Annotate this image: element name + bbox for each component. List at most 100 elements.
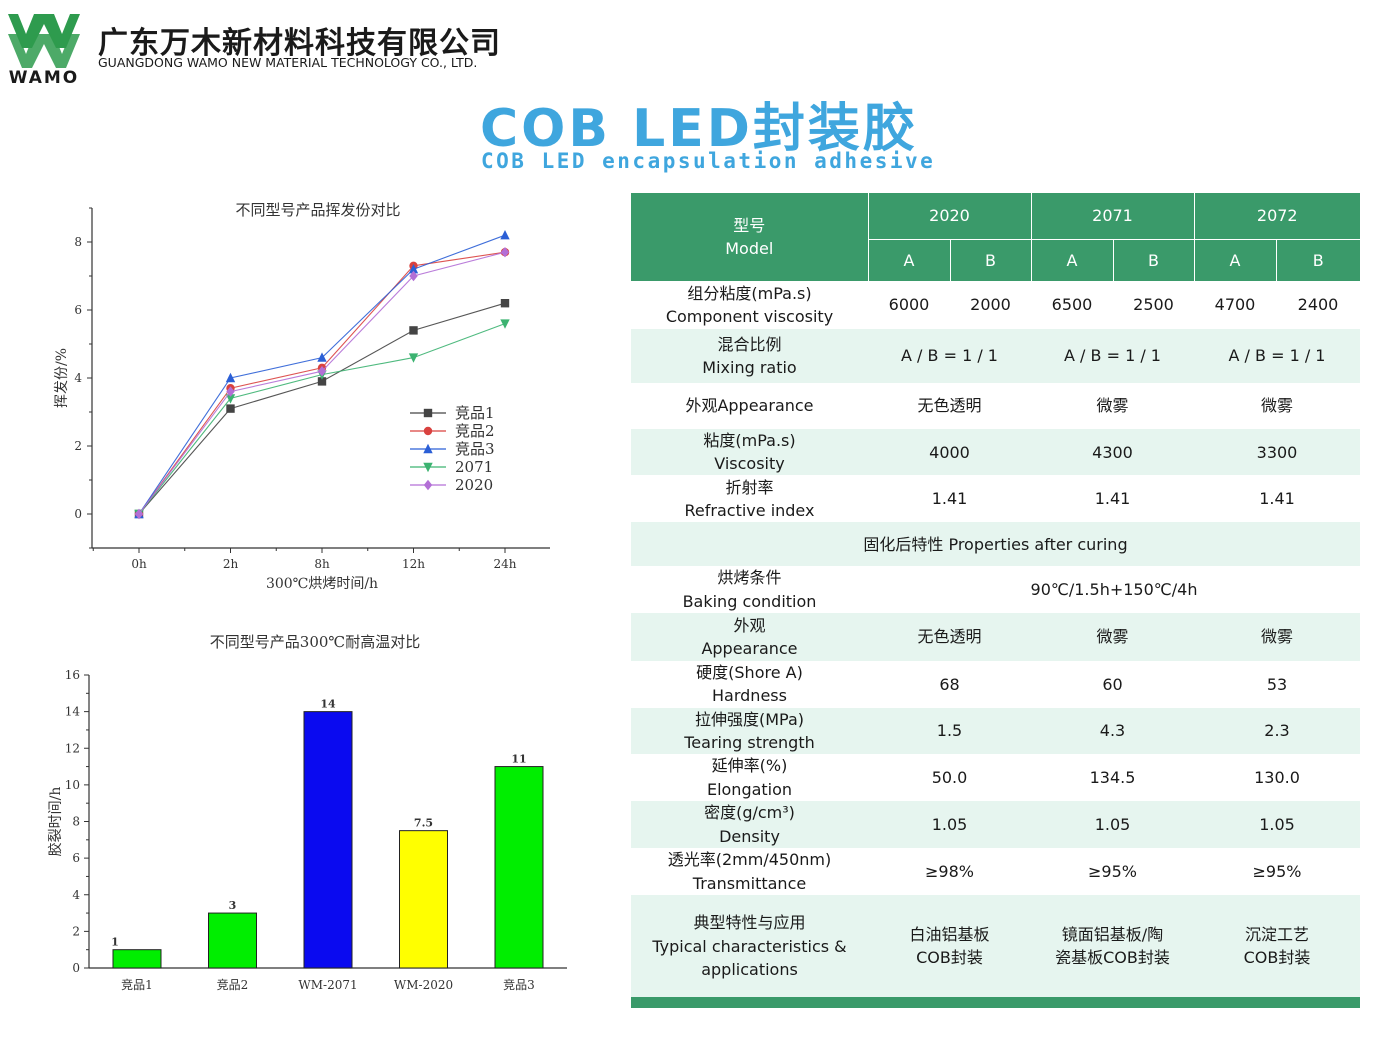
legend-label: 竞品2 bbox=[455, 422, 495, 440]
table-cell: 6500 bbox=[1031, 281, 1113, 329]
legend-marker bbox=[423, 426, 433, 436]
table-cell: 微雾 bbox=[1194, 612, 1360, 661]
y-tick-label: 8 bbox=[72, 815, 80, 829]
table-cell: 4.3 bbox=[1031, 707, 1194, 755]
row-label-en: Transmittance bbox=[692, 873, 807, 893]
chart-title: 不同型号产品挥发份对比 bbox=[235, 201, 400, 219]
legend-label: 2071 bbox=[455, 458, 493, 476]
y-tick-label: 16 bbox=[65, 668, 80, 682]
row-label-en: Tearing strength bbox=[684, 732, 815, 752]
bar-value-label: 11 bbox=[511, 753, 526, 766]
model-header-cn: 型号 bbox=[733, 215, 766, 235]
application-line: 白油铝基板 bbox=[909, 924, 990, 944]
x-tick-label: WM-2020 bbox=[394, 978, 453, 992]
data-point bbox=[500, 230, 510, 240]
table-cell: ≥95% bbox=[1031, 848, 1194, 896]
bar-value-label: 1 bbox=[111, 936, 119, 949]
section-label: 固化后特性 Properties after curing bbox=[631, 522, 1360, 567]
page-title: COB LED封装胶 bbox=[480, 99, 918, 159]
chart-title: 不同型号产品300℃耐高温对比 bbox=[210, 633, 420, 651]
table-cell: 1.41 bbox=[1031, 475, 1194, 523]
row-label: 折射率 Refractive index bbox=[631, 475, 868, 523]
table-cell: 53 bbox=[1194, 660, 1360, 708]
part-header: B bbox=[1112, 238, 1194, 281]
part-header: B bbox=[949, 238, 1031, 281]
model-2071-header: 2071 bbox=[1030, 193, 1194, 239]
bar-value-label: 7.5 bbox=[414, 817, 433, 830]
row-label: 拉伸强度(MPa) Tearing strength bbox=[631, 707, 868, 755]
table-row: 延伸率(%) Elongation 50.0 134.5 130.0 bbox=[631, 754, 1360, 802]
logo-wordmark: WAMO bbox=[8, 68, 80, 88]
y-tick-label: 12 bbox=[65, 741, 80, 755]
table-row: 烘烤条件 Baking condition 90℃/1.5h+150℃/4h bbox=[631, 566, 1360, 613]
row-label-cn: 混合比例 bbox=[717, 334, 782, 354]
table-cell: 2000 bbox=[950, 281, 1031, 329]
y-axis-label: 挥发份/% bbox=[54, 348, 70, 408]
table-row: 硬度(Shore A) Hardness 68 60 53 bbox=[631, 660, 1360, 708]
row-label-cn: 烘烤条件 bbox=[717, 568, 782, 588]
table-row: 外观 Appearance 无色透明 微雾 微雾 bbox=[631, 612, 1360, 661]
y-tick-label: 2 bbox=[72, 924, 80, 938]
row-label-en: Appearance bbox=[701, 638, 798, 658]
wamo-logo-icon bbox=[8, 14, 80, 68]
table-cell: 60 bbox=[1031, 660, 1194, 708]
series-line-2071 bbox=[138, 323, 506, 515]
x-axis-label: 300℃烘烤时间/h bbox=[266, 576, 378, 592]
row-label: 混合比例 Mixing ratio bbox=[631, 329, 868, 383]
row-label-cn: 外观Appearance bbox=[685, 396, 814, 416]
bar-value-label: 3 bbox=[229, 899, 237, 912]
x-tick-label: 24h bbox=[494, 557, 517, 571]
table-cell: 1.41 bbox=[868, 475, 1031, 523]
data-point bbox=[225, 394, 236, 404]
bar-WM-2020 bbox=[399, 830, 448, 969]
table-cell: 1.41 bbox=[1194, 475, 1360, 523]
data-point bbox=[317, 377, 327, 386]
data-point bbox=[409, 326, 418, 335]
data-point bbox=[317, 352, 327, 362]
application-line: 沉淀工艺 bbox=[1244, 924, 1309, 944]
part-header: A bbox=[867, 238, 950, 281]
row-label-cn: 硬度(Shore A) bbox=[696, 663, 803, 683]
table-cell: 微雾 bbox=[1194, 383, 1360, 429]
table-cell: 镜面铝基板/陶 瓷基板COB封装 bbox=[1031, 895, 1194, 998]
table-cell: 无色透明 bbox=[868, 383, 1031, 429]
legend-marker bbox=[423, 462, 433, 473]
table-cell: A / B = 1 / 1 bbox=[1194, 329, 1360, 383]
data-point bbox=[500, 247, 510, 258]
company-name-cn: 广东万木新材料科技有限公司 bbox=[98, 26, 501, 61]
part-header: B bbox=[1275, 238, 1360, 281]
row-label-en: Hardness bbox=[712, 686, 787, 706]
x-tick-label: 0h bbox=[131, 557, 147, 571]
data-point bbox=[408, 353, 419, 363]
row-label: 组分粘度(mPa.s) Component viscosity bbox=[631, 281, 868, 329]
table-cell: 4700 bbox=[1194, 281, 1276, 329]
application-line: 镜面铝基板/陶 bbox=[1061, 924, 1164, 944]
table-cell: ≥98% bbox=[868, 848, 1031, 896]
y-tick-label: 8 bbox=[74, 235, 82, 249]
row-label-en: Typical characteristics & bbox=[652, 936, 847, 956]
part-header: A bbox=[1193, 238, 1276, 281]
row-label: 密度(g/cm³) Density bbox=[631, 801, 868, 849]
row-label-en: Viscosity bbox=[714, 454, 785, 474]
data-point bbox=[408, 264, 419, 274]
bar-value-label: 14 bbox=[320, 698, 336, 711]
legend-label: 竞品1 bbox=[455, 404, 495, 422]
data-point bbox=[225, 372, 236, 383]
x-tick-label: 竞品2 bbox=[217, 978, 249, 992]
row-label-cn: 粘度(mPa.s) bbox=[703, 431, 796, 450]
table-cell: 90℃/1.5h+150℃/4h bbox=[868, 566, 1360, 613]
table-cell: 1.05 bbox=[1031, 801, 1194, 849]
row-label-en: Elongation bbox=[706, 779, 793, 799]
x-tick-label: 8h bbox=[314, 557, 330, 571]
y-tick-label: 6 bbox=[72, 851, 80, 865]
company-name-en: GUANGDONG WAMO NEW MATERIAL TECHNOLOGY C… bbox=[98, 55, 478, 70]
legend-label: 竞品3 bbox=[455, 440, 495, 458]
table-row: 粘度(mPa.s) Viscosity 4000 4300 3300 bbox=[631, 429, 1360, 476]
row-label: 延伸率(%) Elongation bbox=[631, 754, 868, 802]
legend-marker bbox=[423, 443, 433, 454]
row-label: 硬度(Shore A) Hardness bbox=[631, 660, 868, 708]
model-2020-header: 2020 bbox=[867, 193, 1031, 239]
bar-WM-2071 bbox=[303, 711, 353, 969]
x-tick-label: 竞品3 bbox=[503, 978, 535, 992]
y-tick-label: 2 bbox=[74, 439, 82, 453]
